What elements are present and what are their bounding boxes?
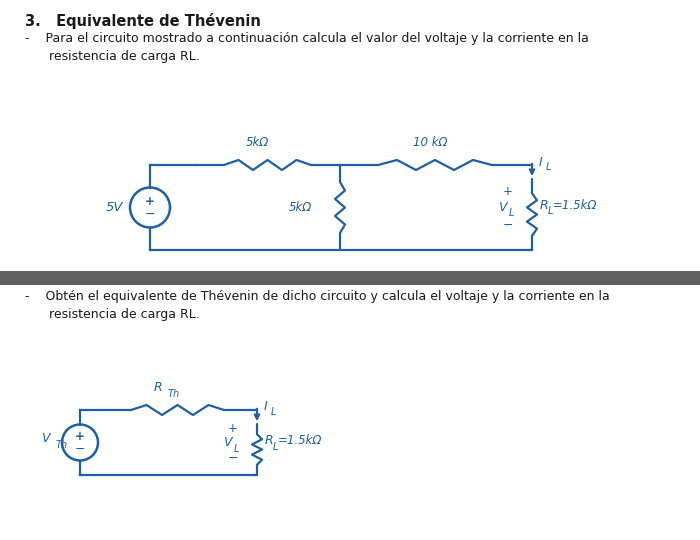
Text: R: R — [540, 199, 549, 212]
Text: V: V — [498, 201, 506, 214]
Text: +: + — [503, 185, 513, 198]
Text: -    Obtén el equivalente de Thévenin de dicho circuito y calcula el voltaje y l: - Obtén el equivalente de Thévenin de di… — [25, 290, 610, 321]
Text: -    Para el circuito mostrado a continuación calcula el valor del voltaje y la : - Para el circuito mostrado a continuaci… — [25, 32, 589, 63]
Text: +: + — [228, 422, 238, 435]
Text: 3.   Equivalente de Thévenin: 3. Equivalente de Thévenin — [25, 13, 261, 29]
Text: −: − — [75, 443, 85, 456]
Text: −: − — [145, 208, 155, 221]
Text: L: L — [509, 208, 514, 219]
Text: R: R — [153, 381, 162, 394]
Text: 5V: 5V — [105, 201, 122, 214]
Text: I: I — [264, 401, 267, 414]
Text: =1.5kΩ: =1.5kΩ — [553, 199, 597, 212]
Bar — [0, 271, 700, 285]
Text: Th: Th — [56, 441, 68, 450]
Text: L: L — [271, 407, 277, 417]
Text: L: L — [548, 206, 554, 217]
Text: +: + — [145, 195, 155, 208]
Text: R: R — [265, 434, 274, 447]
Text: 5kΩ: 5kΩ — [288, 201, 312, 214]
Text: Th: Th — [167, 389, 180, 399]
Text: 5kΩ: 5kΩ — [246, 136, 269, 149]
Text: L: L — [234, 443, 239, 454]
Text: +: + — [75, 430, 85, 443]
Text: L: L — [273, 442, 279, 451]
Text: V: V — [41, 432, 49, 445]
Text: V: V — [223, 436, 231, 449]
Text: I: I — [539, 156, 542, 168]
Text: −: − — [503, 219, 513, 232]
Text: −: − — [228, 452, 238, 465]
Text: =1.5kΩ: =1.5kΩ — [278, 434, 323, 447]
Text: L: L — [546, 162, 552, 172]
Text: 10 kΩ: 10 kΩ — [413, 136, 447, 149]
